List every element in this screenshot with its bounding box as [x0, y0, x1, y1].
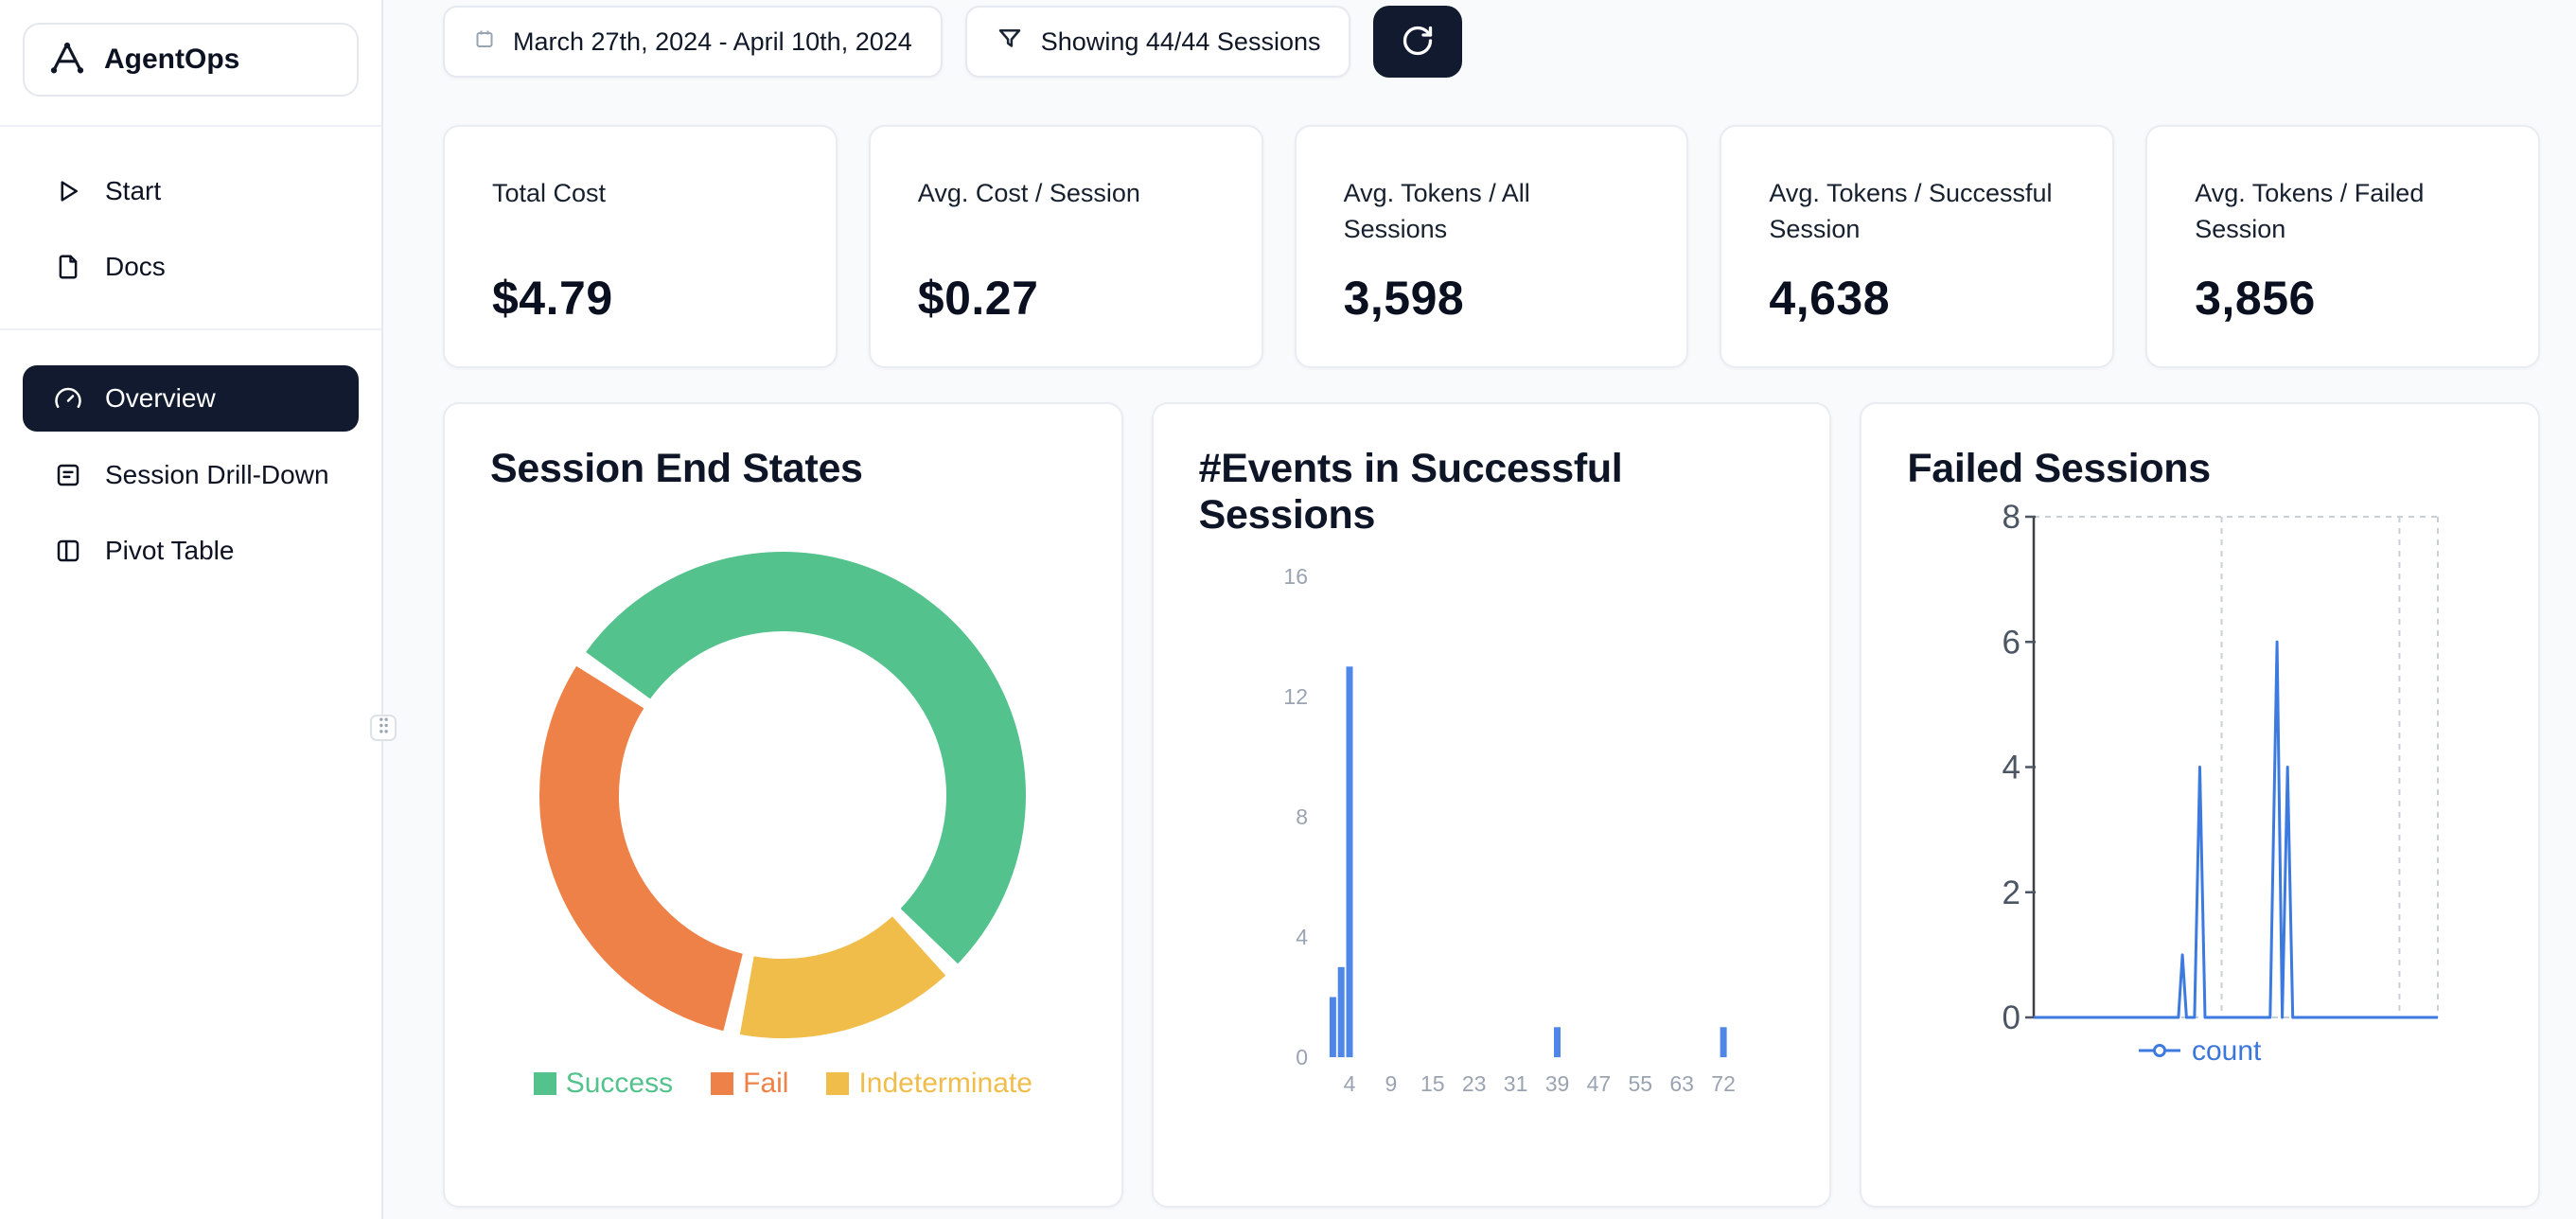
- stat-card-total-cost: Total Cost $4.79: [443, 125, 838, 368]
- app-title: AgentOps: [104, 44, 240, 75]
- svg-text:15: 15: [1420, 1071, 1445, 1096]
- line-marker-icon: [2138, 1035, 2180, 1068]
- legend-item-count[interactable]: count: [1907, 1035, 2493, 1068]
- svg-text:4: 4: [1343, 1071, 1355, 1096]
- legend-swatch: [711, 1072, 734, 1096]
- svg-text:9: 9: [1385, 1071, 1397, 1096]
- svg-text:23: 23: [1462, 1071, 1487, 1096]
- svg-text:0: 0: [1296, 1045, 1308, 1069]
- chart-title: Session End States: [490, 446, 863, 491]
- stat-value: $0.27: [917, 272, 1039, 325]
- stat-label: Total Cost: [492, 179, 607, 207]
- filter-button[interactable]: Showing 44/44 Sessions: [964, 6, 1351, 78]
- stat-label: Avg. Cost / Session: [917, 179, 1140, 207]
- sidebar-item-overview[interactable]: Overview: [23, 365, 359, 432]
- sidebar-item-label: Docs: [105, 252, 166, 281]
- donut-legend: Success Fail Indeterminate: [490, 1068, 1076, 1100]
- sidebar-resize-handle[interactable]: [370, 715, 397, 741]
- sidebar-item-label: Session Drill-Down: [105, 460, 329, 489]
- chart-card-failed-sessions: Failed Sessions 0 2 4 6 8 count: [1860, 402, 2541, 1208]
- svg-text:47: 47: [1586, 1071, 1611, 1096]
- sidebar-item-pivot-table[interactable]: Pivot Table: [0, 513, 381, 589]
- svg-text:55: 55: [1628, 1071, 1652, 1096]
- legend-label: Indeterminate: [858, 1068, 1032, 1100]
- chart-title: #Events in Successful Sessions: [1198, 446, 1623, 539]
- legend-item-success[interactable]: Success: [533, 1068, 674, 1100]
- legend-swatch: [826, 1072, 850, 1096]
- svg-text:39: 39: [1544, 1071, 1569, 1096]
- stat-label: Avg. Tokens / Successful Session: [1769, 179, 2053, 243]
- chart-card-events-histogram: #Events in Successful Sessions 0 4 8 12 16 4 9…: [1151, 402, 1832, 1208]
- svg-text:4: 4: [2003, 750, 2020, 786]
- chart-title: Failed Sessions: [1907, 446, 2211, 491]
- filter-label: Showing 44/44 Sessions: [1040, 26, 1321, 56]
- legend-item-fail[interactable]: Fail: [711, 1068, 788, 1100]
- line-chart: 0 2 4 6 8: [2003, 499, 2440, 1034]
- sidebar-divider: [0, 125, 381, 127]
- sidebar-item-label: Overview: [105, 383, 216, 413]
- stat-card-avg-tokens-failed: Avg. Tokens / Failed Session 3,856: [2145, 125, 2540, 368]
- svg-text:8: 8: [1296, 804, 1308, 829]
- main-content: March 27th, 2024 - April 10th, 2024 Show…: [383, 0, 2576, 1219]
- refresh-button[interactable]: [1373, 6, 1463, 78]
- stat-card-avg-tokens-successful: Avg. Tokens / Successful Session 4,638: [1720, 125, 2115, 368]
- svg-text:63: 63: [1669, 1071, 1694, 1096]
- svg-text:0: 0: [2003, 999, 2020, 1034]
- charts-row: Session End States Success Fail Indeterm…: [443, 402, 2541, 1208]
- stat-value: $4.79: [492, 272, 613, 325]
- legend-item-indeterminate[interactable]: Indeterminate: [826, 1068, 1032, 1100]
- grip-dots-icon: [378, 716, 390, 739]
- legend-swatch: [533, 1072, 556, 1096]
- document-icon: [54, 253, 82, 281]
- donut-chart: [539, 552, 1027, 1039]
- stat-value: 3,598: [1343, 272, 1465, 325]
- stat-card-avg-tokens-all: Avg. Tokens / All Sessions 3,598: [1294, 125, 1689, 368]
- svg-text:16: 16: [1283, 564, 1308, 589]
- sidebar-item-docs[interactable]: Docs: [0, 229, 381, 305]
- toolbar: March 27th, 2024 - April 10th, 2024 Show…: [443, 6, 2540, 78]
- bar-chart: 0 4 8 12 16 4 9 15 23 31 39 47 55 63 72: [1283, 564, 1736, 1096]
- sidebar-item-label: Start: [105, 176, 162, 205]
- legend-label: Fail: [743, 1068, 789, 1100]
- legend-label: count: [2191, 1035, 2262, 1068]
- svg-text:31: 31: [1503, 1071, 1527, 1096]
- sidebar-item-label: Pivot Table: [105, 536, 235, 565]
- svg-text:2: 2: [2003, 874, 2020, 911]
- chart-card-session-end-states: Session End States Success Fail Indeterm…: [443, 402, 1123, 1208]
- filter-icon: [996, 25, 1024, 60]
- gauge-icon: [54, 384, 82, 413]
- date-range-button[interactable]: March 27th, 2024 - April 10th, 2024: [443, 6, 943, 78]
- svg-text:12: 12: [1283, 684, 1308, 709]
- sidebar-nav: Start Docs Overview Session Drill-Do: [0, 127, 381, 589]
- columns-icon: [54, 537, 82, 565]
- svg-text:8: 8: [2003, 499, 2020, 536]
- stat-value: 4,638: [1769, 272, 1891, 325]
- calendar-icon: [473, 27, 496, 57]
- sidebar-item-session-drill-down[interactable]: Session Drill-Down: [0, 437, 381, 513]
- stat-cards-row: Total Cost $4.79 Avg. Cost / Session $0.…: [443, 125, 2540, 368]
- sidebar-divider: [0, 328, 381, 330]
- legend-label: Success: [565, 1068, 674, 1100]
- sidebar: AgentOps Start Docs Overvie: [0, 0, 383, 1219]
- svg-text:6: 6: [2003, 625, 2020, 662]
- play-icon: [54, 177, 82, 205]
- svg-text:72: 72: [1711, 1071, 1736, 1096]
- stat-card-avg-cost-session: Avg. Cost / Session $0.27: [868, 125, 1263, 368]
- agentops-logo-icon: [47, 38, 87, 82]
- svg-text:4: 4: [1296, 925, 1308, 949]
- refresh-icon: [1401, 24, 1435, 61]
- sidebar-item-start[interactable]: Start: [0, 153, 381, 229]
- logo[interactable]: AgentOps: [23, 23, 359, 97]
- stat-label: Avg. Tokens / All Sessions: [1343, 179, 1530, 243]
- date-range-label: March 27th, 2024 - April 10th, 2024: [513, 26, 912, 56]
- list-panel-icon: [54, 461, 82, 489]
- stat-label: Avg. Tokens / Failed Session: [2195, 179, 2425, 243]
- stat-value: 3,856: [2195, 272, 2316, 325]
